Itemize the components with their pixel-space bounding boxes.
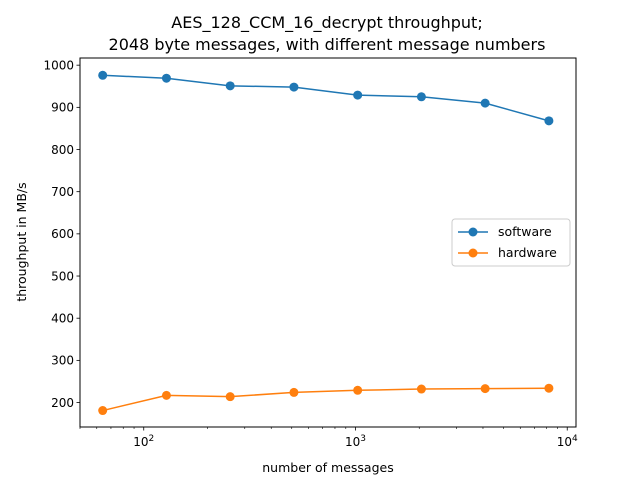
series-hardware-point <box>289 387 299 397</box>
series-software-point <box>161 73 171 83</box>
series-software-point <box>353 90 363 100</box>
data-series <box>98 70 554 416</box>
y-axis-label: throughput in MB/s <box>14 182 29 301</box>
series-hardware-point <box>353 385 363 395</box>
series-software-point <box>416 92 426 102</box>
y-tick-label: 300 <box>51 354 74 368</box>
y-tick-label: 800 <box>51 143 74 157</box>
series-software-point <box>98 70 108 80</box>
legend: software hardware <box>451 218 571 267</box>
y-tick-label: 500 <box>51 269 74 283</box>
legend-software-marker <box>468 227 478 237</box>
chart-title-line-2: 2048 byte messages, with different messa… <box>109 35 546 54</box>
series-software-point <box>544 116 554 126</box>
y-tick-label: 700 <box>51 185 74 199</box>
y-tick-label: 1000 <box>43 58 74 72</box>
plot-area: 200 300 400 500 600 700 800 900 1000 102 103 104 <box>43 57 578 449</box>
y-tick-label: 400 <box>51 311 74 325</box>
y-tick-label: 200 <box>51 396 74 410</box>
series-hardware-point <box>98 406 108 416</box>
series-hardware-point <box>225 392 235 402</box>
series-hardware-point <box>480 384 490 394</box>
legend-software-label: software <box>498 224 552 239</box>
series-software-point <box>289 82 299 92</box>
series-hardware-point <box>416 384 426 394</box>
series-software-line <box>102 74 550 122</box>
axis-ticks: 200 300 400 500 600 700 800 900 1000 102 103 104 <box>43 58 578 449</box>
legend-box <box>451 218 571 267</box>
chart-title-line-1: AES_128_CCM_16_decrypt throughput; <box>171 13 482 33</box>
y-tick-label: 900 <box>51 101 74 115</box>
series-hardware-point <box>161 390 171 400</box>
series-hardware-point <box>544 383 554 393</box>
x-tick-label: 104 <box>557 434 578 449</box>
plot-frame <box>79 57 577 428</box>
x-tick-label: 103 <box>345 434 366 449</box>
x-axis-label: number of messages <box>262 460 393 475</box>
y-tick-label: 600 <box>51 227 74 241</box>
legend-hardware-label: hardware <box>498 245 557 260</box>
series-software-point <box>480 98 490 108</box>
legend-hardware-marker <box>468 248 478 258</box>
x-tick-label: 102 <box>133 434 154 449</box>
series-software-point <box>225 81 235 91</box>
series-hardware-line <box>102 387 549 412</box>
